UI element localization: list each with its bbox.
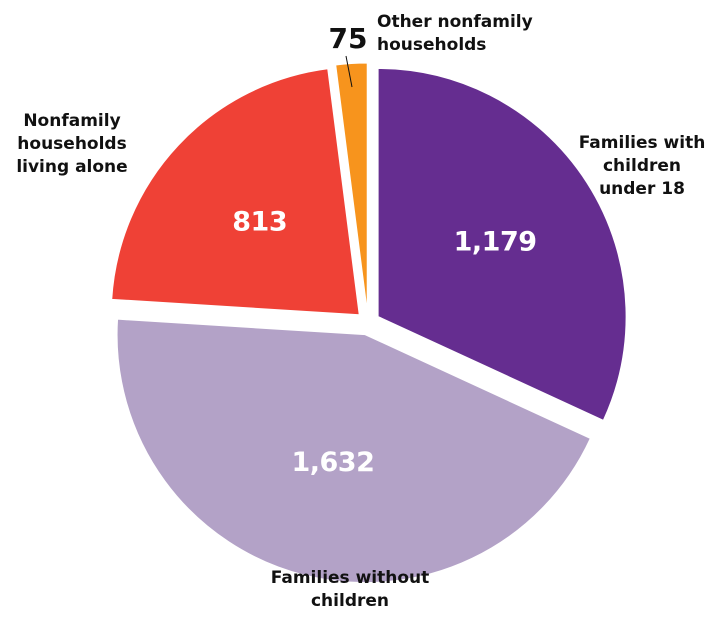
value-label-families-with-children-under-18: 1,179 — [454, 227, 537, 258]
pie-slice-nonfamily-households-living-alone — [111, 68, 360, 316]
category-label-line: under 18 — [599, 179, 685, 199]
category-label-line: households — [17, 134, 126, 154]
slices-layer — [111, 62, 627, 584]
category-label-line: Families with — [579, 133, 706, 153]
category-label-line: Other nonfamily — [377, 12, 533, 32]
category-label-other-nonfamily-households: Other nonfamily households — [377, 12, 533, 55]
category-label-line: households — [377, 35, 486, 55]
value-label-other-nonfamily-households: 75 — [329, 22, 368, 55]
category-label-line: Families without — [271, 568, 430, 588]
value-label-nonfamily-households-living-alone: 813 — [232, 207, 287, 238]
leader-lines-layer — [345, 55, 353, 88]
category-label-line: children — [603, 156, 681, 176]
leader-line-other-nonfamily-households — [345, 55, 353, 88]
value-label-families-without-children: 1,632 — [291, 447, 374, 478]
labels-layer: 1,179 Families with children under 18 1,632 F… — [16, 12, 705, 611]
pie-slice-families-without-children — [116, 318, 591, 584]
category-label-line: Nonfamily — [23, 111, 120, 131]
category-label-families-without-children: Families without children — [271, 568, 430, 611]
pie-slice-families-with-children-under-18 — [377, 68, 627, 421]
category-label-families-with-children-under-18: Families with children under 18 — [579, 133, 706, 199]
category-label-line: living alone — [16, 157, 127, 177]
category-label-nonfamily-households-living-alone: Nonfamily households living alone — [16, 111, 127, 177]
category-label-line: children — [311, 591, 389, 611]
pie-slice-other-nonfamily-households — [335, 62, 368, 312]
